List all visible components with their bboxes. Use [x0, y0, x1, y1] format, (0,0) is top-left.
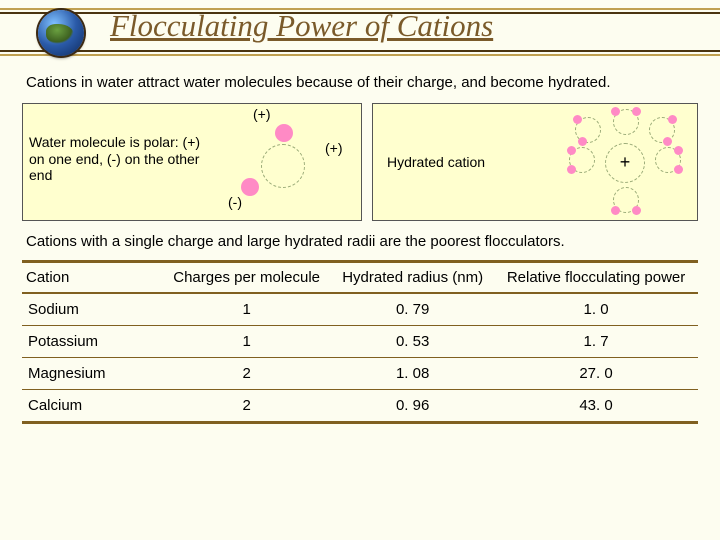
water-satellite: [655, 147, 681, 173]
table-cell: Magnesium: [22, 357, 162, 389]
header-rule: [0, 12, 720, 14]
water-satellite: [649, 117, 675, 143]
water-satellite: [575, 117, 601, 143]
table-cell: 0. 96: [331, 389, 494, 422]
diagram-row: Water molecule is polar: (+) on one end,…: [22, 103, 698, 221]
water-satellite: [613, 109, 639, 135]
table-row: Calcium20. 9643. 0: [22, 389, 698, 422]
hydrated-cation-diagram: +: [559, 107, 689, 217]
mid-text: Cations with a single charge and large h…: [26, 233, 698, 250]
table-row: Sodium10. 791. 0: [22, 293, 698, 326]
hydrogen-atom: [241, 178, 259, 196]
table-cell: 0. 53: [331, 325, 494, 357]
water-satellite: [613, 187, 639, 213]
table-cell: 1. 08: [331, 357, 494, 389]
hydrogen-atom: [275, 124, 293, 142]
charge-label-minus: (-): [228, 194, 242, 210]
table-cell: 1: [162, 293, 331, 326]
oxygen-atom: [261, 144, 305, 188]
table-cell: 1. 0: [494, 293, 698, 326]
col-power: Relative flocculating power: [494, 261, 698, 293]
col-cation: Cation: [22, 261, 162, 293]
table-cell: 1. 7: [494, 325, 698, 357]
table-cell: Potassium: [22, 325, 162, 357]
header-rule: [0, 8, 720, 10]
globe-icon: [38, 10, 84, 56]
header-rule: [0, 54, 720, 56]
water-molecule-panel: Water molecule is polar: (+) on one end,…: [22, 103, 362, 221]
water-molecule-diagram: [243, 126, 323, 206]
water-polar-text: Water molecule is polar: (+) on one end,…: [29, 134, 204, 184]
hydrated-cation-label: Hydrated cation: [373, 154, 513, 170]
intro-text: Cations in water attract water molecules…: [22, 74, 698, 93]
table-cell: 2: [162, 389, 331, 422]
cation-table: Cation Charges per molecule Hydrated rad…: [22, 260, 698, 424]
table-cell: 2: [162, 357, 331, 389]
table-cell: Calcium: [22, 389, 162, 422]
header: Flocculating Power of Cations: [0, 0, 720, 66]
table-cell: 1: [162, 325, 331, 357]
charge-label-plus: (+): [325, 140, 343, 156]
header-rule: [0, 50, 720, 52]
table-row: Potassium10. 531. 7: [22, 325, 698, 357]
cation-symbol: +: [620, 152, 631, 173]
table-cell: 0. 79: [331, 293, 494, 326]
charge-label-plus: (+): [253, 106, 271, 122]
cation-center: +: [605, 143, 645, 183]
table-cell: Sodium: [22, 293, 162, 326]
table-header-row: Cation Charges per molecule Hydrated rad…: [22, 261, 698, 293]
table-cell: 43. 0: [494, 389, 698, 422]
col-charges: Charges per molecule: [162, 261, 331, 293]
col-radius: Hydrated radius (nm): [331, 261, 494, 293]
hydrated-cation-panel: Hydrated cation +: [372, 103, 698, 221]
water-satellite: [569, 147, 595, 173]
table-cell: 27. 0: [494, 357, 698, 389]
table-row: Magnesium21. 0827. 0: [22, 357, 698, 389]
content: Cations in water attract water molecules…: [0, 66, 720, 424]
